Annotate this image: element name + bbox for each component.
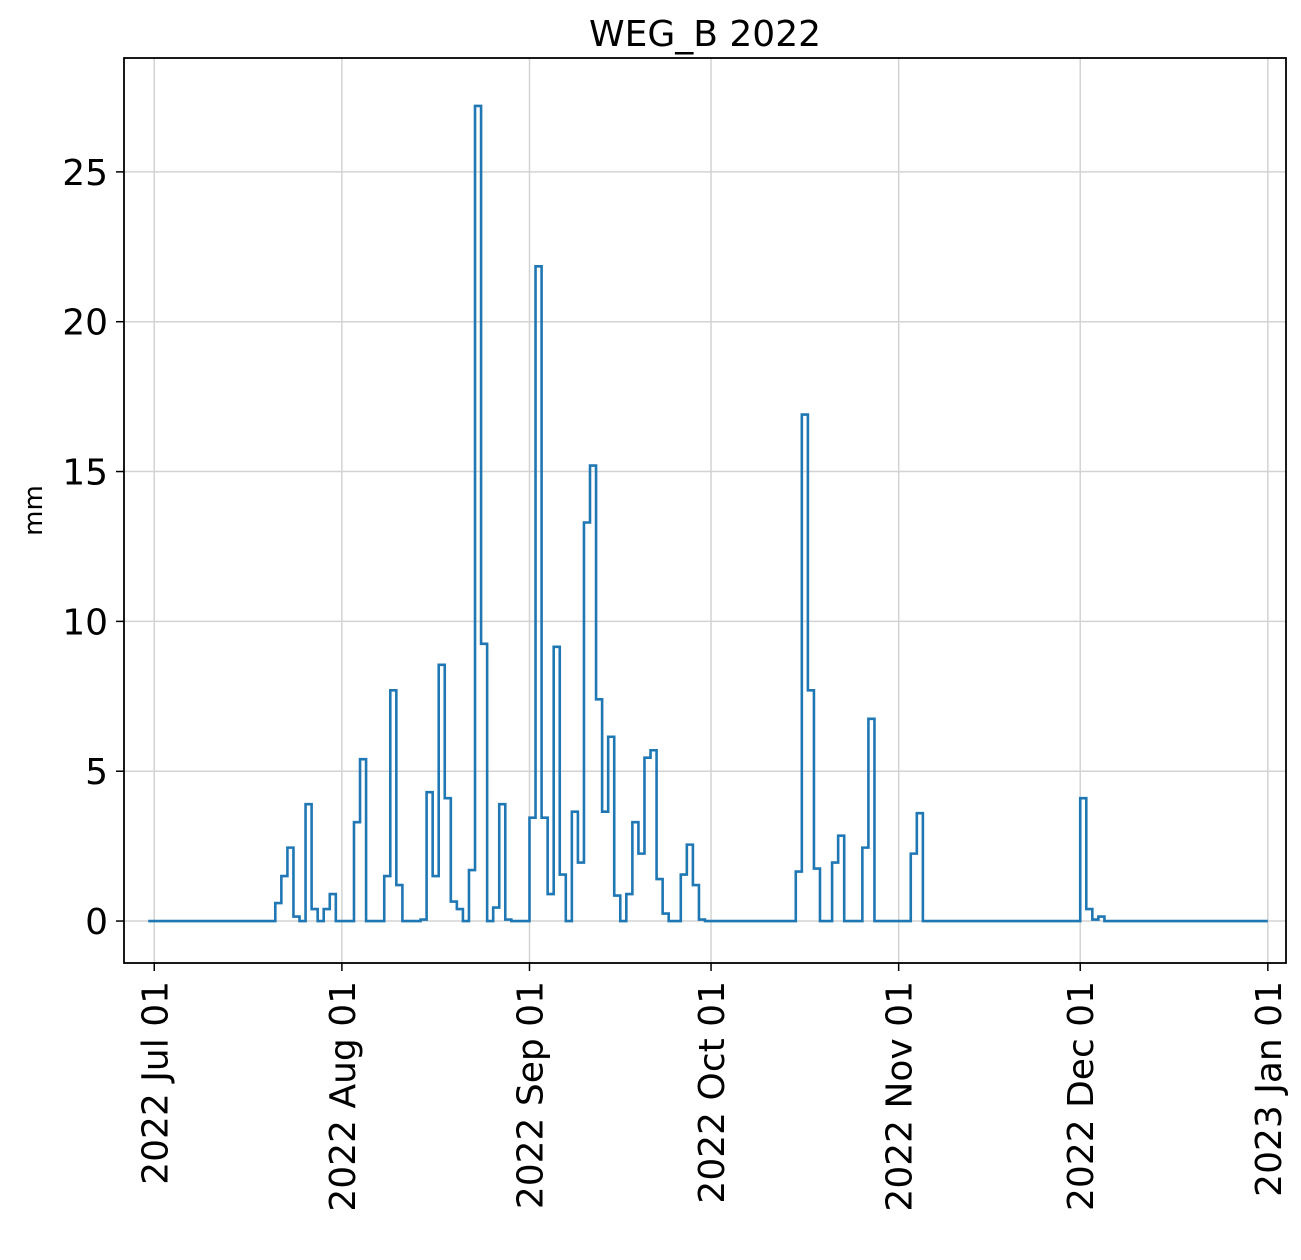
x-tick-label: 2022 Nov 01 (880, 981, 921, 1212)
axis-ticks: 0 5 10 15 20 25 2022 Jul 01 2022 Aug 01 2022 Sep… (62, 153, 1290, 1212)
plot-frame (123, 57, 1287, 964)
x-tick-label: 2022 Jul 01 (135, 981, 176, 1185)
grid-lines (124, 58, 1286, 963)
x-tick-label: 2022 Oct 01 (692, 981, 733, 1204)
y-tick-label: 25 (62, 153, 108, 194)
x-tick-label: 2022 Aug 01 (323, 981, 364, 1212)
x-tick-label: 2022 Sep 01 (510, 981, 551, 1209)
plot-series (148, 104, 1268, 923)
y-tick-label: 15 (62, 453, 108, 494)
series-line (148, 104, 1268, 923)
y-tick-label: 5 (85, 752, 108, 793)
x-tick-label: 2022 Dec 01 (1061, 981, 1102, 1211)
y-tick-label: 0 (85, 902, 108, 943)
y-axis-label: mm (19, 485, 49, 536)
y-tick-label: 10 (62, 602, 108, 643)
x-tick-label: 2023 Jan 01 (1249, 981, 1290, 1197)
y-tick-label: 20 (62, 303, 108, 344)
chart-title: WEG_B 2022 (589, 14, 821, 55)
